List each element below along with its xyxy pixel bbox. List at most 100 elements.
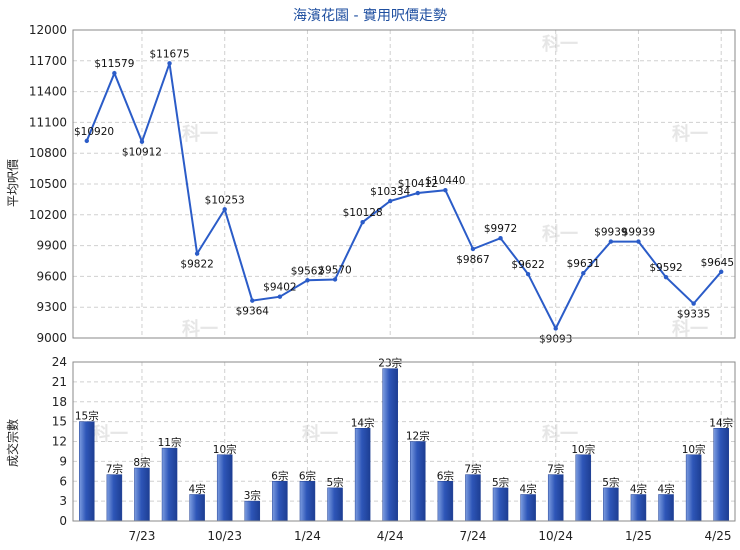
price-point (222, 207, 227, 212)
count-bar (713, 428, 729, 522)
price-point-label: $9570 (318, 264, 351, 276)
count-bar (216, 454, 233, 522)
count-bar-label: 11宗 (158, 436, 182, 449)
price-point (663, 275, 669, 280)
price-tick-label: 11100 (29, 115, 67, 129)
x-tick-label: 7/23 (128, 529, 155, 543)
price-tick-label: 11700 (29, 54, 67, 68)
count-tick-label: 9 (59, 454, 67, 468)
price-series-line (85, 63, 722, 331)
count-bar-label: 14宗 (351, 416, 375, 429)
price-point-label: $9335 (677, 309, 710, 321)
count-bar-label: 4宗 (520, 483, 537, 496)
count-bar-label: 5宗 (326, 476, 343, 489)
count-bar (79, 421, 95, 522)
count-bar-label: 10宗 (571, 443, 595, 456)
count-tick-label: 21 (52, 375, 67, 389)
x-tick-label: 7/24 (459, 529, 486, 543)
count-tick-label: 24 (52, 355, 67, 369)
price-point (388, 198, 393, 204)
price-point (443, 187, 448, 193)
price-point-label: $9402 (263, 282, 296, 294)
price-point-label: $9631 (567, 258, 600, 270)
count-bar (658, 494, 674, 522)
watermark-text: 科一 (302, 423, 338, 445)
x-tick-label: 10/24 (538, 529, 573, 543)
price-point (691, 301, 696, 306)
count-bar (492, 487, 509, 522)
price-point (305, 278, 310, 283)
count-bar-label: 6宗 (271, 469, 288, 482)
price-axis-title: 平均呎價 (6, 159, 20, 207)
count-bar (547, 474, 564, 522)
price-tick-label: 10200 (29, 208, 67, 222)
count-bar-label: 10宗 (213, 443, 237, 456)
price-labels: $10920 $11579 $10912 $11675 $9822 $10253 $9364… (74, 48, 734, 345)
price-point (553, 326, 558, 331)
price-tick-label: 9000 (36, 331, 67, 345)
price-tick-label: 9900 (36, 239, 67, 253)
count-bar (189, 494, 205, 522)
price-point-label: $10253 (205, 194, 245, 206)
count-bar-label: 12宗 (406, 430, 430, 443)
count-bar (520, 494, 536, 522)
price-plot-frame (72, 29, 736, 339)
watermark-text: 科一 (542, 33, 578, 55)
price-point-label: $10412 (398, 178, 438, 190)
price-point-label: $9622 (511, 259, 544, 271)
price-point (250, 298, 255, 303)
price-tick-label: 11400 (29, 85, 67, 99)
price-point-label: $11675 (149, 48, 189, 60)
count-bar (465, 474, 481, 522)
price-point-label: $9972 (484, 223, 517, 235)
count-bar (685, 454, 702, 522)
count-bar (437, 481, 454, 522)
price-point-label: $10920 (74, 126, 114, 138)
count-bar-label: 10宗 (682, 443, 706, 456)
count-bar (630, 494, 647, 522)
count-bar (299, 481, 316, 522)
count-bar (161, 447, 178, 522)
price-point-label: $9822 (180, 259, 213, 271)
count-bar-label: 4宗 (657, 483, 674, 496)
price-point (332, 277, 338, 282)
watermark-text: 科一 (542, 423, 578, 445)
price-point-label: $9364 (236, 306, 270, 318)
count-bar-label: 3宗 (244, 489, 261, 502)
price-point-label: $10912 (122, 147, 162, 159)
count-bar-label: 7宗 (106, 463, 123, 476)
price-point-label: $11579 (94, 58, 134, 70)
watermark-text: 科一 (542, 223, 578, 245)
count-tick-label: 3 (59, 494, 67, 508)
count-bar (354, 428, 371, 522)
price-point-label: $10440 (425, 175, 465, 187)
count-bar (410, 441, 426, 522)
x-tick-label: 10/23 (207, 529, 242, 543)
price-point (498, 236, 503, 241)
price-point (525, 271, 531, 277)
price-grid (73, 30, 735, 338)
count-bar-label: 7宗 (547, 463, 564, 476)
price-line (84, 61, 724, 331)
price-point-label: $9562 (291, 265, 324, 277)
price-point-label: $9645 (701, 257, 734, 269)
count-bar (327, 487, 343, 522)
price-tick-label: 10800 (29, 146, 67, 160)
price-point (719, 269, 724, 274)
watermark-text: 科一 (672, 123, 708, 145)
price-point-label: $9867 (456, 254, 489, 266)
watermark-text: 科一 (92, 423, 128, 445)
price-point (608, 239, 614, 244)
price-ticks: 9000 9300 9600 9900 10200 10500 10800 11100 1140… (29, 23, 67, 345)
count-bars (79, 368, 729, 522)
x-tick-label: 4/24 (377, 529, 404, 543)
count-bar (272, 481, 288, 522)
count-bar (134, 467, 150, 522)
price-point (636, 239, 641, 244)
count-plot-frame (72, 361, 736, 522)
count-bar (382, 368, 398, 522)
x-ticks: 7/23 10/23 1/24 4/24 7/24 10/24 1/25 4/25 (128, 529, 731, 543)
x-tick-label: 1/25 (625, 529, 652, 543)
price-point (360, 219, 365, 225)
